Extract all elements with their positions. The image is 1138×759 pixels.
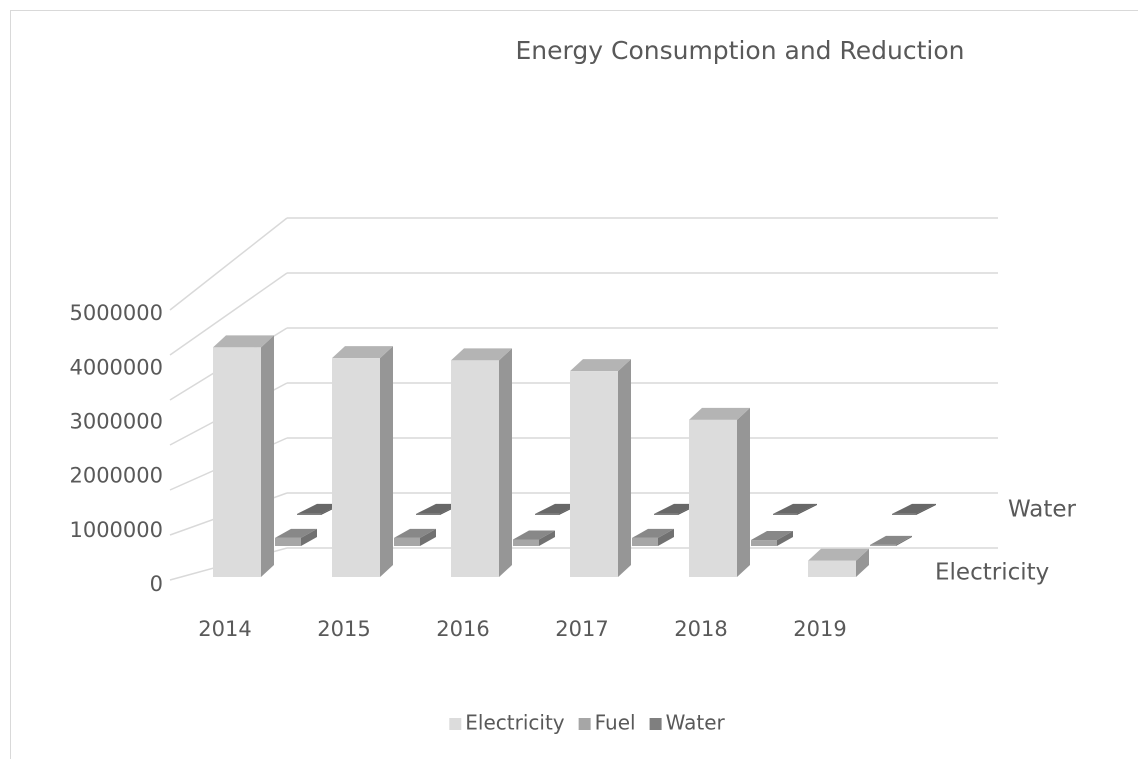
bar-side	[301, 528, 317, 546]
bar-top	[570, 359, 631, 372]
bar	[570, 359, 631, 577]
bar-side	[499, 348, 512, 577]
x-tick-label: 2015	[317, 617, 370, 641]
bar-front	[513, 539, 539, 546]
bar	[451, 348, 512, 577]
wall-edge	[169, 217, 288, 311]
legend-swatch	[649, 718, 662, 730]
x-tick-label: 2018	[674, 617, 727, 641]
bar	[808, 548, 869, 577]
depth-label: Electricity	[935, 560, 1049, 586]
bar-front	[213, 347, 261, 577]
bar-front	[332, 358, 380, 577]
bar-side	[896, 535, 912, 546]
bar-top	[394, 528, 436, 538]
bar-side	[261, 335, 274, 577]
legend: Electricity Fuel Water	[449, 711, 725, 735]
bar-side	[856, 548, 869, 577]
bar-front	[451, 360, 499, 577]
bar-side	[380, 346, 393, 577]
bar-top	[513, 530, 555, 540]
bar-top	[751, 531, 793, 541]
bar-top	[213, 335, 274, 348]
chart-frame	[10, 10, 1138, 759]
bar	[751, 531, 793, 546]
bar-top	[808, 548, 869, 561]
bar	[632, 528, 674, 546]
x-tick-label: 2017	[555, 617, 608, 641]
x-tick-label: 2016	[436, 617, 489, 641]
legend-label: Water	[666, 711, 726, 735]
bar-front	[416, 513, 440, 515]
depth-label: Water	[1008, 497, 1077, 523]
bar-side	[737, 407, 750, 577]
bar-front	[689, 419, 737, 577]
bar-top	[773, 503, 817, 514]
bar-front	[394, 537, 420, 546]
chart-title: Energy Consumption and Reduction	[516, 36, 965, 65]
bar	[332, 346, 393, 577]
bar-front	[632, 537, 658, 546]
bar-side	[618, 359, 631, 577]
bar-front	[870, 544, 896, 546]
bar-top	[892, 503, 936, 514]
bar-front	[654, 513, 678, 515]
bar-front	[297, 513, 321, 515]
bar-front	[808, 560, 856, 577]
legend-swatch	[449, 718, 462, 730]
y-tick-label: 5000000	[69, 301, 163, 325]
bar-front	[535, 513, 559, 515]
grid-line	[169, 272, 288, 356]
bar	[394, 528, 436, 546]
bar-top	[535, 503, 579, 514]
x-tick-label: 2019	[793, 617, 846, 641]
bar	[213, 335, 274, 577]
bar-top	[297, 503, 341, 514]
bar-top	[689, 407, 750, 420]
bar-side	[658, 528, 674, 546]
bar	[275, 528, 317, 546]
y-tick-label: 3000000	[69, 410, 163, 434]
bar-side	[797, 503, 817, 515]
x-tick-label: 2014	[198, 617, 251, 641]
bar	[773, 503, 817, 515]
bar-top	[275, 528, 317, 538]
legend-label: Electricity	[465, 711, 565, 735]
bar-top	[332, 346, 393, 359]
bar-top	[632, 528, 674, 538]
y-tick-label: 4000000	[69, 355, 163, 379]
bar-side	[777, 531, 793, 546]
bar-front	[751, 540, 777, 546]
bar-front	[275, 537, 301, 546]
bar-side	[916, 503, 936, 515]
bar-side	[539, 530, 555, 546]
y-tick-label: 1000000	[69, 518, 163, 542]
y-tick-label: 2000000	[69, 464, 163, 488]
bar-side	[420, 528, 436, 546]
bar	[689, 407, 750, 577]
y-tick-label: 0	[150, 572, 163, 596]
bar-front	[570, 371, 618, 577]
legend-label: Fuel	[595, 711, 636, 735]
bar	[892, 503, 936, 515]
bar	[513, 530, 555, 546]
bar-top	[654, 503, 698, 514]
bar-front	[892, 513, 916, 515]
legend-swatch	[578, 718, 591, 730]
bar-top	[870, 535, 912, 545]
bar-top	[416, 503, 460, 514]
bar-top	[451, 348, 512, 361]
bar	[870, 535, 912, 546]
bar-front	[773, 513, 797, 515]
